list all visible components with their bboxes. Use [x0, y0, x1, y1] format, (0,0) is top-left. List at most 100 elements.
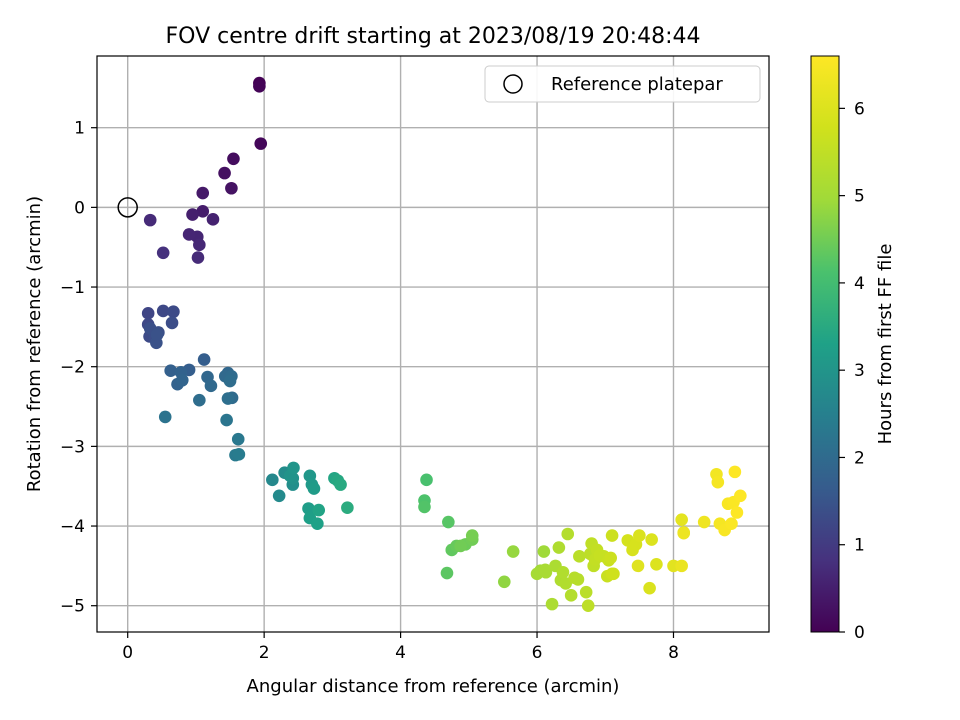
data-point — [545, 597, 559, 611]
data-point — [645, 533, 658, 546]
reference-point — [117, 197, 138, 218]
x-axis-label: Angular distance from reference (arcmin) — [247, 676, 620, 697]
x-tick-label: 6 — [532, 643, 543, 663]
y-tick-label: −2 — [60, 358, 85, 378]
data-point — [605, 529, 619, 542]
data-point — [711, 475, 725, 489]
data-point — [193, 393, 206, 407]
data-point — [538, 563, 552, 577]
grid-lines — [97, 56, 769, 632]
data-point — [561, 527, 575, 541]
y-tick-label: 1 — [74, 119, 85, 139]
data-point — [579, 585, 593, 599]
y-tick-label: −1 — [60, 278, 85, 298]
data-point — [497, 575, 511, 589]
data-point — [440, 566, 454, 580]
data-point — [287, 461, 300, 475]
data-points — [141, 76, 747, 613]
y-axis-ticks: −5 −4 −3 −2 −1 0 1 — [60, 119, 97, 617]
data-point — [734, 489, 747, 503]
y-tick-label: −4 — [60, 517, 85, 537]
data-point — [675, 559, 688, 573]
colorbar-tick-label: 2 — [854, 448, 865, 468]
data-point — [341, 501, 354, 515]
data-point — [206, 213, 220, 226]
data-point — [204, 379, 218, 393]
data-point — [227, 152, 240, 166]
y-tick-label: −5 — [60, 597, 85, 617]
data-point — [604, 551, 618, 565]
legend-label: Reference platepar — [551, 74, 723, 95]
x-axis-ticks: 0 2 4 6 8 — [122, 632, 679, 663]
y-tick-label: −3 — [60, 437, 85, 457]
data-point — [193, 238, 206, 252]
data-point — [253, 79, 266, 93]
data-point — [182, 228, 196, 241]
data-point — [420, 473, 433, 487]
colorbar-tick-label: 1 — [854, 536, 865, 556]
colorbar-tick-label: 0 — [854, 623, 865, 643]
data-point — [725, 517, 738, 530]
data-point — [272, 489, 286, 503]
data-point — [175, 373, 189, 387]
data-point — [196, 205, 210, 218]
colorbar-tick-label: 6 — [854, 99, 865, 119]
legend: Reference platepar — [484, 65, 761, 103]
data-point — [165, 316, 179, 330]
data-point — [631, 559, 645, 573]
data-point — [220, 413, 233, 427]
colorbar-ticks: 0 1 2 3 4 5 6 — [839, 99, 865, 643]
data-point — [156, 304, 170, 318]
data-point — [197, 353, 211, 366]
data-point — [218, 166, 231, 180]
reference-marker — [117, 197, 138, 218]
data-point — [141, 307, 155, 320]
data-point — [156, 246, 170, 260]
data-point — [537, 545, 551, 558]
data-point — [697, 515, 711, 529]
data-point — [334, 478, 347, 491]
data-point — [223, 374, 237, 388]
data-point — [311, 517, 324, 530]
data-point — [573, 550, 586, 563]
data-point — [307, 482, 321, 495]
data-point — [164, 364, 177, 377]
data-point — [196, 186, 210, 200]
colorbar: 0 1 2 3 4 5 6 Hours from first FF file — [810, 55, 896, 643]
chart-title: FOV centre drift starting at 2023/08/19 … — [166, 24, 701, 49]
data-point — [143, 213, 157, 227]
data-point — [186, 208, 199, 221]
data-point — [254, 137, 268, 150]
data-point — [454, 539, 467, 553]
legend-marker — [503, 74, 523, 94]
data-point — [158, 410, 172, 424]
data-point — [677, 526, 691, 540]
data-point — [312, 503, 326, 517]
data-point — [302, 502, 315, 515]
data-point — [728, 465, 742, 479]
data-point — [506, 545, 520, 558]
data-point — [231, 432, 245, 446]
data-point — [650, 557, 663, 571]
data-point — [556, 565, 570, 579]
data-point — [643, 581, 656, 595]
x-tick-label: 2 — [259, 643, 270, 663]
colorbar-tick-label: 5 — [854, 187, 865, 207]
data-point — [418, 500, 431, 514]
x-tick-label: 8 — [668, 643, 679, 663]
plot-frame — [96, 55, 770, 633]
data-point — [552, 541, 566, 554]
data-point — [465, 529, 479, 542]
data-point — [266, 473, 279, 487]
data-point — [221, 392, 235, 405]
data-point — [191, 251, 205, 264]
data-point — [607, 567, 620, 581]
data-point — [730, 506, 744, 519]
data-point — [442, 515, 455, 529]
data-point — [225, 181, 238, 195]
data-point — [167, 305, 180, 319]
colorbar-tick-label: 4 — [854, 274, 865, 294]
y-tick-label: 0 — [74, 198, 85, 218]
legend-box — [484, 65, 761, 103]
